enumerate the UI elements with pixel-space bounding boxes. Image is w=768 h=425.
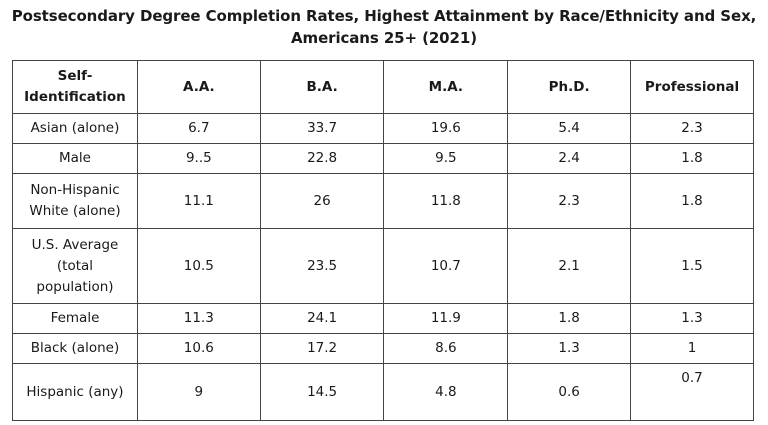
cell-aa: 11.3	[136, 303, 261, 334]
cell-professional: 1	[630, 333, 754, 364]
cell-aa: 10.6	[136, 333, 261, 364]
cell-ba: 22.8	[259, 143, 385, 174]
cell-ba: 17.2	[259, 333, 385, 364]
cell-professional: 1.5	[630, 228, 754, 304]
cell-ba: 26	[259, 173, 385, 229]
row-label: Non-Hispanic White (alone)	[12, 173, 138, 229]
cell-aa: 9..5	[136, 143, 261, 174]
completion-rates-table: Self- Identification A.A. B.A. M.A. Ph.D.…	[12, 60, 754, 421]
cell-ma: 19.6	[383, 113, 509, 144]
table-row: U.S. Average (total population) 10.5 23.5 …	[12, 228, 754, 304]
cell-phd: 1.8	[507, 303, 632, 334]
table-row: Black (alone) 10.6 17.2 8.6 1.3 1	[12, 333, 754, 364]
cell-ba: 14.5	[259, 363, 385, 421]
cell-aa: 11.1	[136, 173, 261, 229]
row-label: Hispanic (any)	[12, 363, 138, 421]
cell-ma: 10.7	[383, 228, 509, 304]
cell-ma: 9.5	[383, 143, 509, 174]
table-row: Hispanic (any) 9 14.5 4.8 0.6 0.7	[12, 363, 754, 421]
header-aa: A.A.	[136, 60, 261, 114]
cell-ba: 23.5	[259, 228, 385, 304]
row-label-line1: Non-Hispanic	[30, 182, 120, 198]
cell-ma: 11.9	[383, 303, 509, 334]
header-ba: B.A.	[259, 60, 385, 114]
cell-professional: 0.7	[630, 363, 754, 421]
cell-phd: 2.3	[507, 173, 632, 229]
cell-phd: 0.6	[507, 363, 632, 421]
row-label-line3: population)	[36, 278, 114, 295]
cell-ma: 11.8	[383, 173, 509, 229]
cell-ma: 8.6	[383, 333, 509, 364]
row-label: Male	[12, 143, 138, 174]
header-ma: M.A.	[383, 60, 509, 114]
cell-professional: 1.8	[630, 143, 754, 174]
table-header-row: Self- Identification A.A. B.A. M.A. Ph.D.…	[12, 60, 754, 114]
row-label-line1: U.S. Average	[31, 236, 119, 253]
cell-phd: 2.1	[507, 228, 632, 304]
table-row: Non-Hispanic White (alone) 11.1 26 11.8 2…	[12, 173, 754, 229]
cell-phd: 1.3	[507, 333, 632, 364]
row-label: Female	[12, 303, 138, 334]
cell-aa: 10.5	[136, 228, 261, 304]
header-phd: Ph.D.	[507, 60, 632, 114]
table-row: Male 9..5 22.8 9.5 2.4 1.8	[12, 143, 754, 174]
row-label-line2: White (alone)	[29, 203, 121, 219]
cell-professional: 2.3	[630, 113, 754, 144]
header-self-identification-line2: Identification	[24, 89, 126, 105]
cell-aa: 9	[136, 363, 261, 421]
header-professional: Professional	[630, 60, 754, 114]
cell-aa: 6.7	[136, 113, 261, 144]
cell-professional: 1.8	[630, 173, 754, 229]
header-self-identification: Self- Identification	[12, 60, 138, 114]
row-label: Black (alone)	[12, 333, 138, 364]
row-label-line2: (total	[56, 257, 94, 274]
table-row: Asian (alone) 6.7 33.7 19.6 5.4 2.3	[12, 113, 754, 144]
row-label: Asian (alone)	[12, 113, 138, 144]
table-row: Female 11.3 24.1 11.9 1.8 1.3	[12, 303, 754, 334]
page-title: Postsecondary Degree Completion Rates, H…	[11, 7, 757, 47]
cell-phd: 2.4	[507, 143, 632, 174]
cell-ba: 24.1	[259, 303, 385, 334]
cell-professional: 1.3	[630, 303, 754, 334]
cell-phd: 5.4	[507, 113, 632, 144]
cell-ma: 4.8	[383, 363, 509, 421]
header-self-identification-line1: Self-	[57, 68, 93, 84]
cell-ba: 33.7	[259, 113, 385, 144]
row-label: U.S. Average (total population)	[12, 228, 138, 304]
